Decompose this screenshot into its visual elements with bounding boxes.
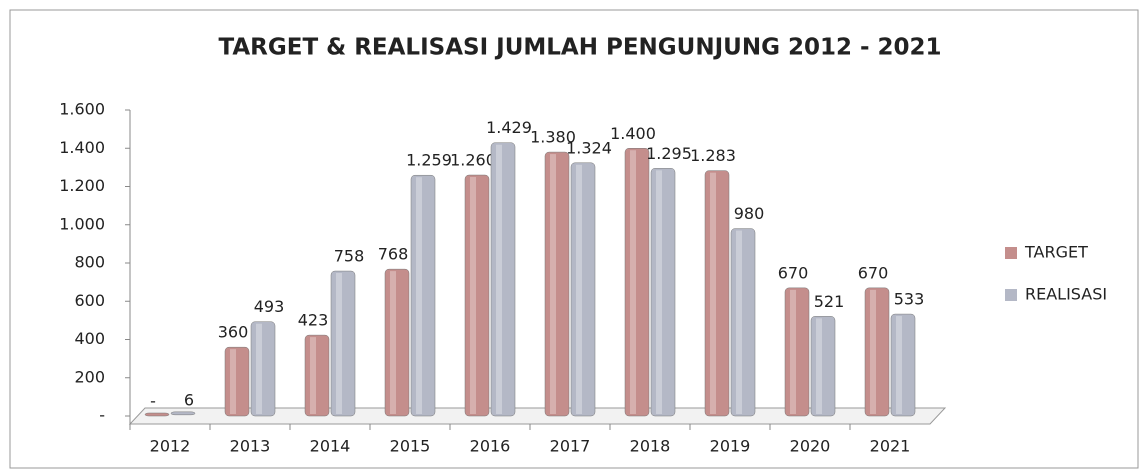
y-tick-label: -: [99, 406, 105, 425]
bar: [224, 346, 250, 417]
data-label: 533: [894, 290, 925, 309]
data-label: 1.260: [450, 151, 496, 170]
bar-highlight: [576, 164, 582, 414]
legend-label: TARGET: [1024, 243, 1088, 262]
x-tick-label: 2019: [710, 437, 751, 456]
bar: [410, 174, 436, 417]
data-label: 1.283: [690, 146, 736, 165]
data-label: 493: [254, 297, 285, 316]
data-label: 1.380: [530, 128, 576, 147]
x-tick-label: 2020: [790, 437, 831, 456]
bar: [704, 170, 730, 417]
bar: [250, 321, 276, 417]
bar-highlight: [656, 170, 662, 414]
legend-swatch: [1005, 289, 1017, 301]
bar-highlight: [230, 349, 236, 414]
bar: [570, 162, 596, 417]
y-tick-label: 1.600: [59, 100, 105, 119]
x-tick-label: 2012: [150, 437, 191, 456]
y-tick-label: 600: [74, 291, 105, 310]
data-label: 1.295: [646, 144, 692, 163]
bar-highlight: [336, 273, 342, 414]
x-tick-label: 2017: [550, 437, 591, 456]
bar: [544, 151, 570, 417]
bar-highlight: [790, 289, 796, 414]
data-label: 670: [778, 263, 809, 282]
data-label: 1.324: [566, 138, 612, 157]
bar: [730, 228, 756, 417]
bar: [490, 142, 516, 417]
bar-highlight: [310, 337, 316, 414]
legend-label: REALISASI: [1025, 285, 1107, 304]
bar-highlight: [630, 150, 636, 414]
legend-swatch: [1005, 247, 1017, 259]
y-tick-label: 200: [74, 367, 105, 386]
bar: [144, 412, 170, 417]
data-label: 6: [184, 390, 194, 409]
chart-title: TARGET & REALISASI JUMLAH PENGUNJUNG 201…: [218, 35, 941, 61]
bar: [810, 316, 836, 417]
y-tick-label: 1.200: [59, 176, 105, 195]
data-label: 1.400: [610, 124, 656, 143]
bar-highlight: [550, 154, 556, 414]
bar-highlight: [896, 316, 902, 414]
bar: [170, 411, 196, 416]
data-label: 670: [858, 263, 889, 282]
data-label: 758: [334, 247, 365, 266]
bar: [304, 334, 330, 417]
y-tick-label: 400: [74, 329, 105, 348]
x-tick-label: 2016: [470, 437, 511, 456]
x-tick-label: 2013: [230, 437, 271, 456]
bar-highlight: [710, 172, 716, 414]
data-label: -: [150, 392, 156, 411]
bar: [890, 313, 916, 417]
x-tick-label: 2018: [630, 437, 671, 456]
bar: [784, 287, 810, 417]
x-tick-label: 2021: [870, 437, 911, 456]
data-label: 1.259: [406, 151, 452, 170]
bar-highlight: [256, 323, 262, 414]
data-label: 1.429: [486, 118, 532, 137]
bar-highlight: [736, 230, 742, 414]
y-tick-label: 1.400: [59, 138, 105, 157]
bar-highlight: [470, 177, 476, 414]
x-tick-label: 2015: [390, 437, 431, 456]
bar: [624, 148, 650, 417]
data-label: 360: [218, 323, 249, 342]
bar-highlight: [870, 289, 876, 414]
bar-highlight: [816, 318, 822, 414]
y-tick-label: 1.000: [59, 214, 105, 233]
bar: [650, 168, 676, 417]
data-label: 768: [378, 245, 409, 264]
x-tick-label: 2014: [310, 437, 351, 456]
bar: [464, 174, 490, 417]
data-label: 521: [814, 292, 845, 311]
bar: [864, 287, 890, 417]
bar: [330, 270, 356, 417]
bar-highlight: [416, 177, 422, 414]
bar-highlight: [390, 271, 396, 414]
bar: [384, 268, 410, 417]
bar-highlight: [496, 144, 502, 415]
data-label: 423: [298, 311, 329, 330]
y-tick-label: 800: [74, 253, 105, 272]
data-label: 980: [734, 204, 765, 223]
